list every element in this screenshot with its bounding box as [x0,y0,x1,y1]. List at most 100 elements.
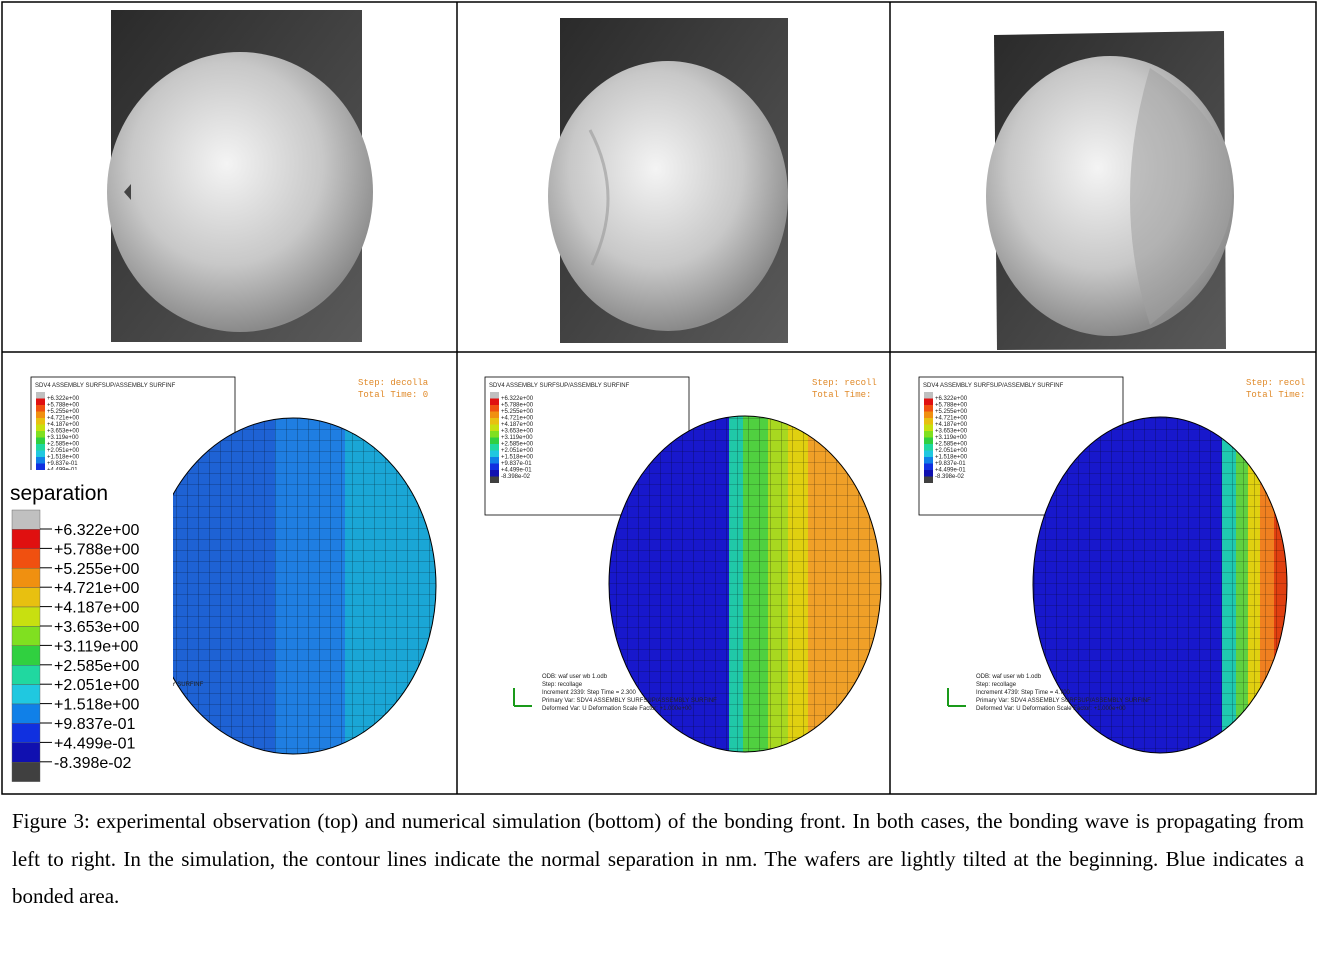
legend-swatch [924,424,933,431]
footer-line: Primary Var: SDV4 ASSEMBLY SURFSUP/ASSEM… [976,698,1151,704]
table-border [1,1,1317,795]
legend-swatch [36,405,45,412]
legend-swatch [36,457,45,464]
legend-swatch [490,470,499,477]
legend-swatch [36,398,45,405]
legend-value: +9.837e-01 [47,461,78,467]
panel-header: SDV4 ASSEMBLY SURFSUP/ASSEMBLY SURFINF [923,383,1064,389]
legend-value: +3.653e+00 [935,429,968,435]
legend-swatch [924,476,933,483]
legend-swatch [36,437,45,444]
legend-value: +4.499e-01 [54,735,136,752]
mesh [1033,417,1287,753]
legend-value: +1.518e+00 [54,697,140,714]
legend-value: +2.585e+00 [501,442,534,448]
legend-swatch [36,463,45,470]
legend-swatch [490,450,499,457]
legend-swatch [490,437,499,444]
legend-value: +4.187e+00 [501,422,534,428]
legend-swatch [11,529,41,550]
wafer-mesh [150,418,436,754]
total-time: Total Time: [812,390,871,400]
panel-header: SDV4 ASSEMBLY SURFSUP/ASSEMBLY SURFINF [489,383,630,389]
legend-value: +6.322e+00 [935,396,968,402]
legend-swatch [36,411,45,418]
triad [947,688,966,707]
legend-value: +4.721e+00 [935,416,968,422]
total-time: Total Time: 0 [358,390,428,400]
footer-line: Primary Var: SDV4 ASSEMBLY SURFSUP/ASSEM… [542,698,717,704]
legend-value: +2.051e+00 [501,448,534,454]
legend-swatch [924,411,933,418]
legend-value: +6.322e+00 [54,522,140,539]
legend-value: +1.518e+00 [935,455,968,461]
simulation: SDV4 ASSEMBLY SURFSUP/ASSEMBLY SURFINF +6… [30,376,437,755]
legend-swatch [490,392,499,399]
photo [548,18,788,343]
legend-value: +2.585e+00 [54,658,140,675]
legend-value: +3.119e+00 [935,435,967,441]
total-time: Total Time: [1246,390,1305,400]
legend-value: +5.788e+00 [54,541,140,558]
legend-value: +5.255e+00 [935,409,968,415]
legend-value: +9.837e-01 [54,716,136,733]
legend-swatch [36,392,45,399]
legend-swatch [11,742,41,763]
legend-value: -8.398e-02 [54,755,131,772]
caption: Figure 3: experimental observation (top)… [12,809,1304,908]
legend-swatch [11,684,41,705]
wafer-outline [1032,416,1288,754]
figure: SDV4 ASSEMBLY SURFSUP/ASSEMBLY SURFINF +6… [1,1,1317,795]
legend-swatch [11,568,41,588]
simulation: SDV4 ASSEMBLY SURFSUP/ASSEMBLY SURFINF +6… [918,376,1305,754]
legend-swatch [924,418,933,425]
legend-swatch [11,703,41,724]
legend-value: +5.788e+00 [47,403,80,409]
legend-swatch [490,418,499,425]
legend-value: +3.119e+00 [501,435,533,441]
legend-swatch [924,431,933,438]
legend-swatch [924,450,933,457]
legend-value: +2.585e+00 [47,442,80,448]
legend-value: +4.721e+00 [47,416,80,422]
legend-swatch [11,606,41,627]
legend-swatch [490,444,499,451]
step: Step: decolla [358,378,429,388]
legend-overlay: separation +6.322e+00 +5.788e+00 +5.255e+0… [3,470,173,788]
legend-value: +5.788e+00 [935,403,968,409]
legend-value: +6.322e+00 [501,396,534,402]
legend-swatch [36,418,45,425]
legend-swatch [490,424,499,431]
legend-value: +9.837e-01 [501,461,532,467]
legend-value: +3.653e+00 [47,429,80,435]
legend-swatch [36,444,45,451]
footer-line: ODB: waf user wb 1.odb [976,674,1042,680]
legend-value: +3.119e+00 [54,638,138,655]
legend-swatch [11,626,41,647]
legend-value: +5.255e+00 [47,409,80,415]
legend-value: +3.119e+00 [47,435,79,441]
legend-swatch [490,457,499,464]
legend-swatch [11,645,41,666]
legend-value: +4.499e-01 [935,468,966,474]
footer-line: Increment 4739: Step Time = 4.700 [976,690,1071,696]
legend-value: +2.051e+00 [47,448,80,454]
panel-header: SDV4 ASSEMBLY SURFSUP/ASSEMBLY SURFINF [35,383,176,389]
legend-swatch [924,398,933,405]
legend-swatch [924,470,933,477]
legend-swatch [36,450,45,457]
legend-value: +4.721e+00 [501,416,534,422]
legend-swatch [924,444,933,451]
legend-value: +2.051e+00 [935,448,968,454]
legend-swatch [924,457,933,464]
legend-value: +4.187e+00 [54,600,140,617]
wafer-outline [608,415,882,753]
legend-value: -8.398e-02 [935,474,965,480]
legend-swatch [11,587,41,608]
legend-swatch [490,398,499,405]
step: Step: recol [1246,378,1305,388]
footer-line: ODB: waf user wb 1.odb [542,674,608,680]
photo [107,10,373,342]
legend-swatch [490,463,499,470]
